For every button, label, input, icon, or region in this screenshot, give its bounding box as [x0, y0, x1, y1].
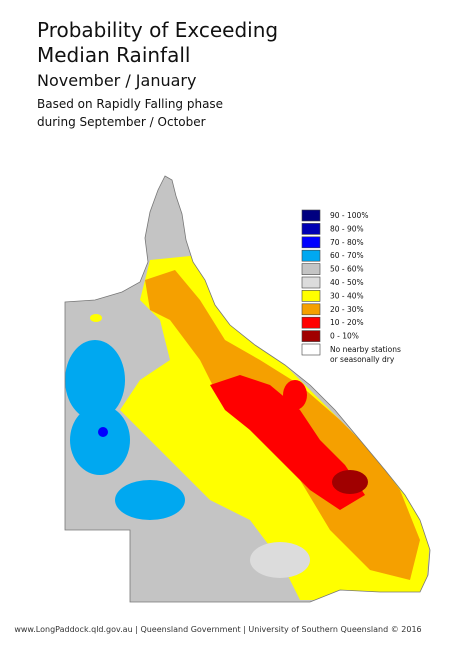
legend-label: 70 - 80% [330, 238, 364, 247]
legend: 90 - 100% 80 - 90% 70 - 80% 60 - 70% 50 - 60… [301, 209, 401, 364]
legend-swatch [301, 290, 321, 302]
legend-label: 60 - 70% [330, 251, 364, 260]
legend-swatch [301, 263, 321, 275]
legend-swatch [301, 236, 321, 249]
legend-swatch [301, 330, 321, 342]
legend-label: 30 - 40% [330, 291, 364, 300]
legend-label: No nearby stations [330, 345, 401, 354]
legend-swatch [301, 223, 321, 235]
legend-label: 20 - 30% [330, 305, 364, 314]
legend-swatch [301, 303, 321, 316]
basis-line: Based on Rapidly Falling phase [37, 97, 223, 111]
legend-label: 50 - 60% [330, 265, 364, 274]
legend-swatch [301, 209, 321, 222]
legend-label: 10 - 20% [330, 318, 364, 327]
basis-line: during September / October [37, 115, 206, 129]
legend-label: 0 - 10% [330, 332, 359, 341]
footer: www.LongPaddock.qld.gov.au | Queensland … [14, 625, 421, 634]
period: November / January [37, 71, 196, 90]
title-line: Median Rainfall [37, 43, 190, 67]
legend-label: 80 - 90% [330, 224, 364, 233]
legend-swatch [301, 276, 321, 289]
legend-label: 40 - 50% [330, 278, 364, 287]
legend-label: 90 - 100% [330, 211, 368, 220]
legend-swatch [301, 316, 321, 329]
legend-swatch [301, 249, 321, 262]
legend-swatch [301, 343, 321, 356]
map [64, 175, 431, 603]
legend-label: or seasonally dry [330, 355, 395, 364]
title-line: Probability of Exceeding [37, 18, 278, 42]
